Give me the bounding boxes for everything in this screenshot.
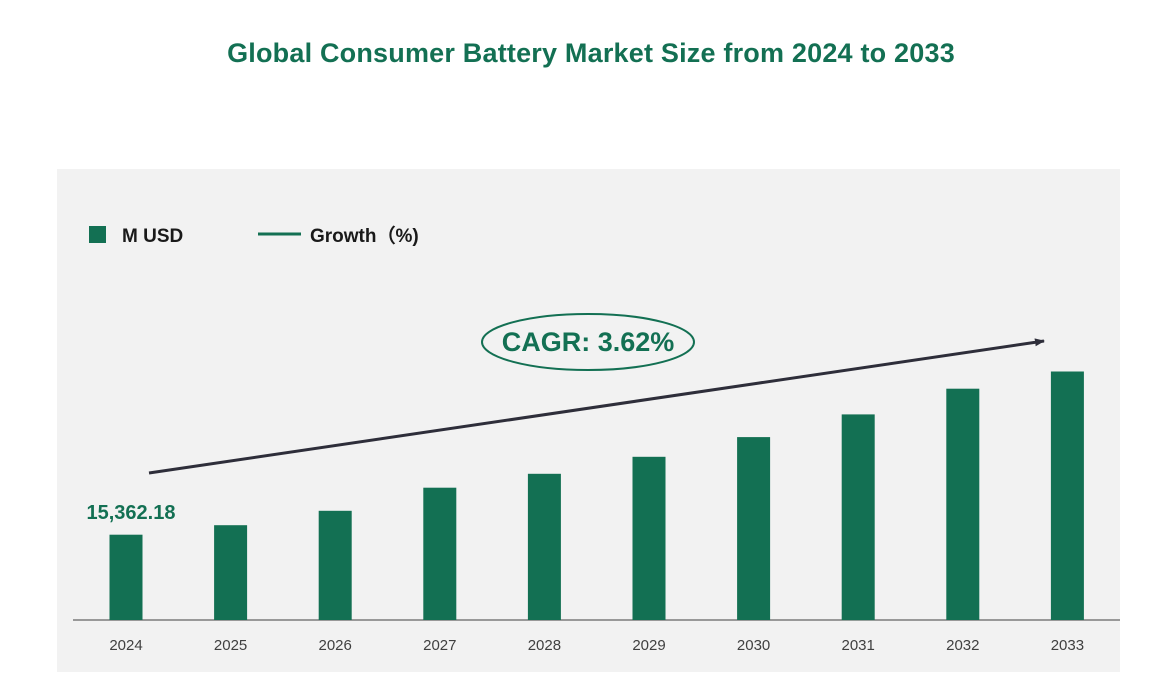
x-tick-label-2031: 2031 (842, 637, 875, 654)
x-tick-label-2027: 2027 (423, 637, 456, 654)
bar-2030 (737, 437, 771, 620)
data-label-2024: 15,362.18 (87, 502, 176, 524)
legend-label-musd: M USD (122, 226, 183, 247)
trend-arrow (148, 338, 1045, 475)
bar-2027 (423, 487, 457, 620)
x-tick-labels: 2024 2025 2026 2027 2028 2029 2030 2031 2032 2033 (109, 637, 1084, 654)
x-tick-label-2029: 2029 (632, 637, 665, 654)
cagr-ellipse (481, 313, 695, 371)
bar-2025 (214, 525, 248, 620)
bar-2028 (527, 473, 561, 620)
x-tick-label-2024: 2024 (109, 637, 142, 654)
bar-2029 (632, 456, 666, 620)
chart-title: Global Consumer Battery Market Size from… (227, 38, 955, 68)
bar-2026 (318, 510, 352, 620)
x-tick-label-2032: 2032 (946, 637, 979, 654)
x-tick-label-2026: 2026 (319, 637, 352, 654)
x-tick-label-2028: 2028 (528, 637, 561, 654)
bar-2024 (109, 534, 143, 620)
x-tick-label-2033: 2033 (1051, 637, 1084, 654)
x-tick-label-2030: 2030 (737, 637, 770, 654)
bars-group (109, 371, 1084, 621)
x-tick-label-2025: 2025 (214, 637, 247, 654)
bar-2031 (841, 414, 875, 621)
cagr-label: CAGR: 3.62% (502, 327, 675, 357)
bar-2032 (946, 388, 980, 620)
legend-swatch-bar (89, 226, 106, 243)
legend-label-growth: Growth（%) (310, 224, 419, 247)
bar-2033 (1050, 371, 1084, 620)
